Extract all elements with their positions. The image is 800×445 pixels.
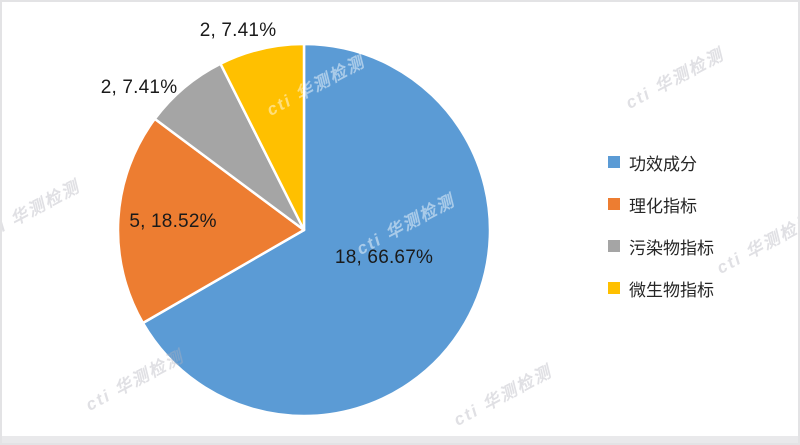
data-label-slice-2: 2, 7.41% bbox=[100, 77, 178, 98]
bottom-edge-strip bbox=[2, 436, 798, 443]
legend-swatch-blue bbox=[608, 156, 620, 168]
pie-slice-1 bbox=[116, 117, 306, 325]
data-label-slice-3: 2, 7.41% bbox=[199, 20, 277, 41]
legend-swatch-gray bbox=[608, 240, 620, 252]
legend-label-2: 污染物指标 bbox=[629, 238, 714, 258]
pie-slice-0 bbox=[141, 42, 492, 418]
pie-slice-3 bbox=[219, 42, 306, 232]
legend: 功效成分 理化指标 污染物指标 微生物指标 bbox=[608, 152, 714, 300]
legend-label-1: 理化指标 bbox=[629, 196, 697, 216]
legend-item-3: 微生物指标 bbox=[608, 278, 714, 300]
legend-item-0: 功效成分 bbox=[608, 152, 714, 174]
data-label-slice-0: 18, 66.67% bbox=[334, 247, 434, 268]
legend-label-3: 微生物指标 bbox=[629, 280, 714, 300]
legend-swatch-yellow bbox=[608, 282, 620, 294]
legend-label-0: 功效成分 bbox=[629, 154, 697, 174]
data-label-slice-1: 5, 18.52% bbox=[129, 211, 217, 232]
legend-item-2: 污染物指标 bbox=[608, 236, 714, 258]
legend-item-1: 理化指标 bbox=[608, 194, 714, 216]
legend-swatch-orange bbox=[608, 198, 620, 210]
